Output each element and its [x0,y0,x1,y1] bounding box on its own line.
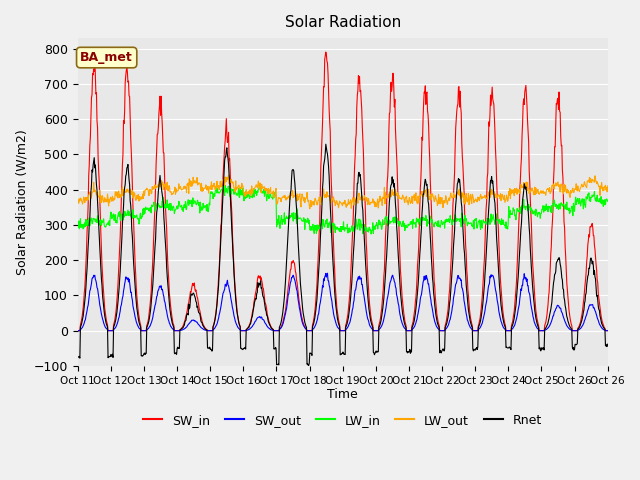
SW_out [578,324,586,330]
SW_out [172,328,180,334]
Rnet [99,298,107,304]
LW_in [604,198,612,204]
LW_in [587,199,595,204]
Title: Solar Radiation: Solar Radiation [285,15,401,30]
LW_out [294,197,302,203]
SW_out [74,328,81,334]
X-axis label: Time: Time [327,388,358,401]
LW_out [579,182,586,188]
SW_in [74,328,81,334]
Line: LW_out: LW_out [77,175,608,209]
Line: LW_in: LW_in [77,184,608,234]
LW_out [587,175,595,181]
Line: Rnet: Rnet [77,144,608,365]
LW_out [225,172,232,178]
SW_in [387,91,394,97]
Rnet [587,255,595,261]
Text: BA_met: BA_met [80,51,133,64]
Rnet [604,341,612,347]
Rnet [305,362,312,368]
LW_in [367,231,375,237]
LW_in [255,181,263,187]
SW_out [324,270,332,276]
Legend: SW_in, SW_out, LW_in, LW_out, Rnet: SW_in, SW_out, LW_in, LW_out, Rnet [138,409,547,432]
SW_in [99,282,107,288]
Rnet [322,141,330,147]
LW_in [579,196,586,202]
Line: SW_out: SW_out [77,273,608,331]
LW_out [172,186,180,192]
Line: SW_in: SW_in [77,52,608,331]
SW_in [586,224,594,229]
Rnet [579,316,586,322]
Y-axis label: Solar Radiation (W/m2): Solar Radiation (W/m2) [15,129,28,275]
LW_in [172,206,180,212]
SW_in [172,328,180,334]
LW_out [99,196,107,202]
SW_out [99,318,107,324]
SW_in [322,49,330,55]
Rnet [172,350,180,356]
LW_out [306,206,314,212]
SW_out [294,293,301,299]
LW_in [74,220,81,226]
Rnet [387,182,395,188]
LW_in [387,219,395,225]
LW_out [604,183,612,189]
Rnet [74,355,81,360]
SW_out [604,328,612,334]
SW_in [604,328,612,334]
LW_out [387,194,395,200]
LW_in [294,215,302,221]
SW_out [586,302,594,308]
SW_in [294,285,301,290]
LW_in [99,219,107,225]
Rnet [294,228,301,234]
SW_out [387,278,394,284]
SW_in [578,313,586,319]
LW_out [74,196,81,202]
